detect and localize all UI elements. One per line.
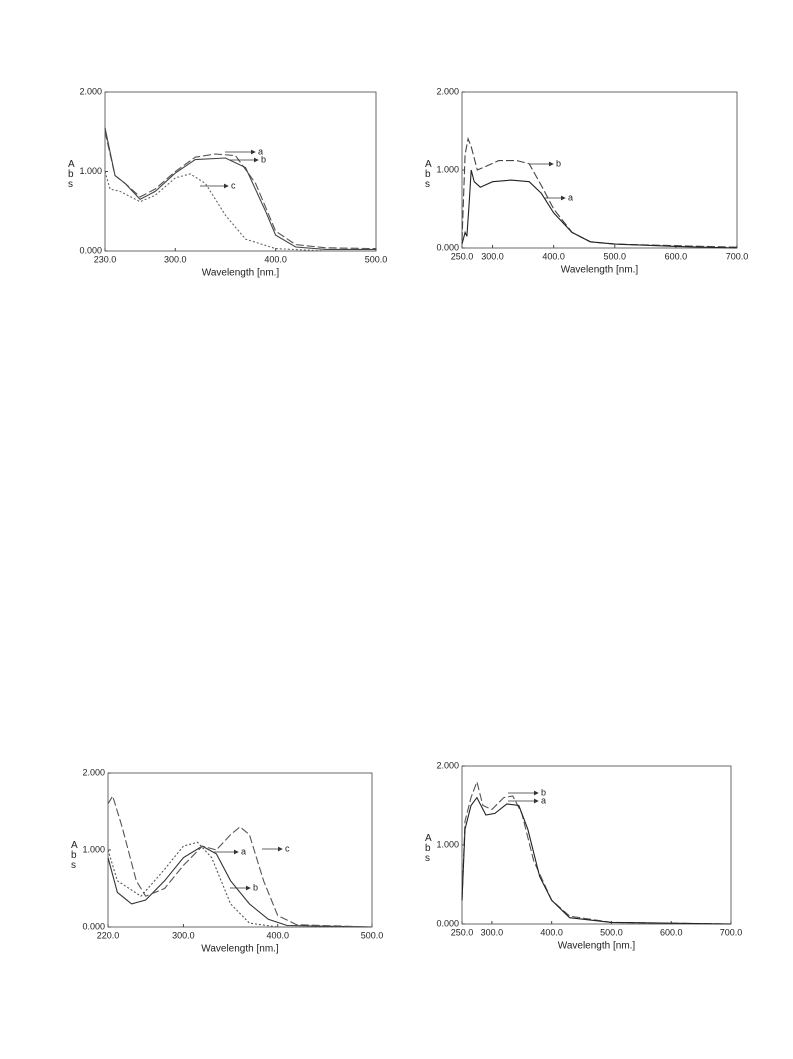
y-tick-label: 0.000 [79,245,102,255]
y-tick-label: 1.000 [436,839,459,849]
x-tick-label: 700.0 [720,927,743,937]
x-tick-label: 700.0 [726,251,749,261]
x-tick-label: 400.0 [264,254,287,264]
x-tick-label: 400.0 [540,927,563,937]
x-tick-label: 400.0 [266,930,289,940]
spectrum-line [104,127,376,250]
x-tick-label: 300.0 [172,930,195,940]
spectrum-line [461,136,738,248]
x-tick-label: 250.0 [451,251,474,261]
series-label: a [568,192,573,202]
y-tick-label: 1.000 [82,844,105,854]
x-tick-label: 500.0 [365,254,388,264]
x-tick-label: 220.0 [97,930,120,940]
series-label: c [285,843,290,853]
chart: 250.0 300.0 400.0 500.0 600.0 700.0 0.000 1.000… [425,86,748,275]
plot-frame [104,91,377,252]
plot-frame [461,91,738,249]
y-tick-label: 2.000 [436,86,459,96]
x-tick-label: 300.0 [481,927,504,937]
x-tick-label: 600.0 [665,251,688,261]
series-label: a [241,846,246,856]
chart: 250.0 300.0 400.0 500.0 600.0 700.0 0.000 1.000… [425,760,742,951]
spectrum-line [107,845,373,928]
x-tick-label: 300.0 [481,251,504,261]
y-tick-label: 0.000 [436,918,459,928]
y-tick-label: 2.000 [79,86,102,96]
x-tick-label: 230.0 [94,254,117,264]
y-tick-label: 0.000 [436,242,459,252]
spectrum-line [107,794,373,928]
x-axis-label: Wavelength [nm.] [201,944,279,955]
series-label: a [541,795,546,805]
x-tick-label: 300.0 [164,254,187,264]
spectrum-line [461,779,732,925]
series-label: b [261,154,266,164]
series-label: b [541,787,546,797]
series-label: b [253,882,258,892]
x-tick-label: 400.0 [542,251,565,261]
x-tick-label: 600.0 [660,927,683,937]
x-axis-label: Wavelength [nm.] [561,265,639,276]
x-tick-label: 500.0 [604,251,627,261]
chart: 230.0 300.0 400.0 500.0 0.000 1.000 2.000 Wavel… [68,86,387,278]
y-tick-label: 1.000 [79,166,102,176]
y-tick-label: 1.000 [436,164,459,174]
x-axis-label: Wavelength [nm.] [558,941,636,952]
series-label: a [258,146,263,156]
spectrum-line [104,131,377,250]
x-tick-label: 500.0 [361,930,384,940]
spectrum-line [104,171,376,252]
series-label: c [231,180,236,190]
spectrum-line [107,841,372,928]
y-tick-label: 2.000 [82,767,105,777]
chart: 220.0 300.0 400.0 500.0 0.000 1.000 2.000 Wavel… [71,767,383,954]
plot-frame [107,772,373,928]
series-label: b [556,158,561,168]
plot-frame [461,765,732,925]
y-tick-label: 0.000 [82,921,105,931]
spectrum-line [461,796,732,925]
x-axis-label: Wavelength [nm.] [202,268,280,279]
x-tick-label: 500.0 [600,927,623,937]
x-tick-label: 250.0 [451,927,474,937]
spectrum-line [461,169,738,249]
y-tick-label: 2.000 [436,760,459,770]
